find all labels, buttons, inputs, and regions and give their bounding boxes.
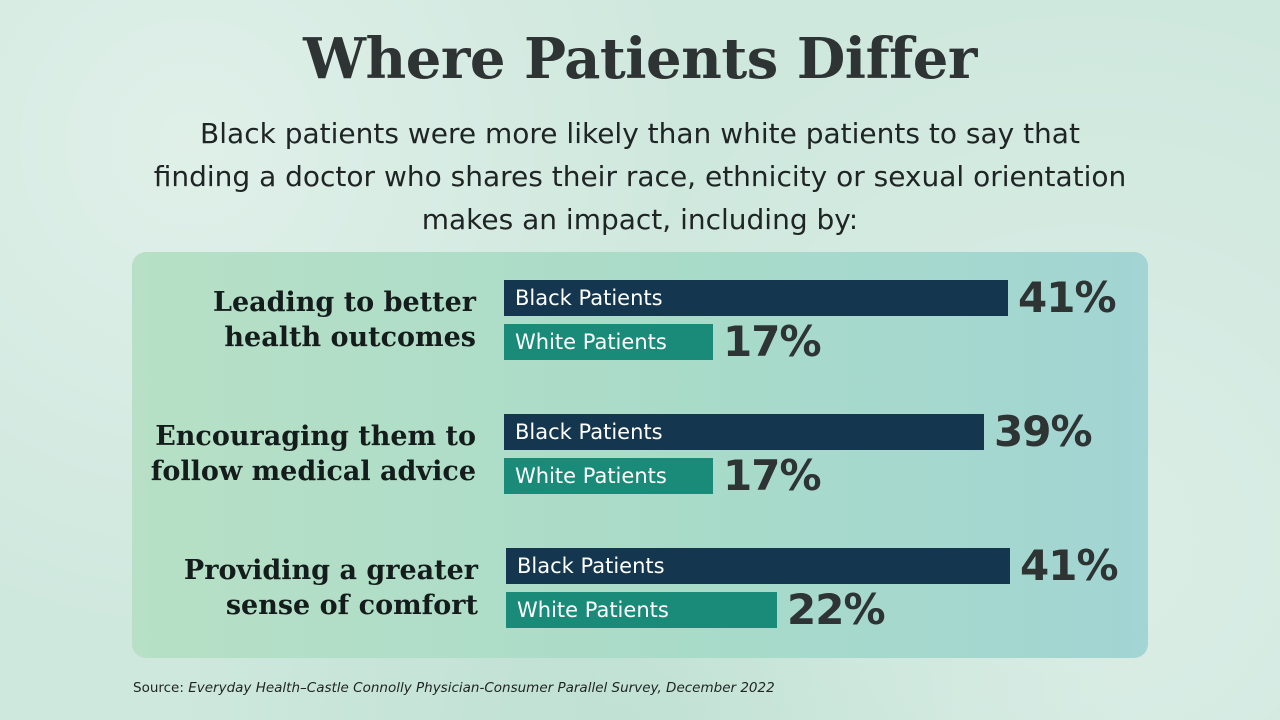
value-label: 22% <box>787 585 886 634</box>
source-prefix: Source: <box>133 680 189 696</box>
series-name-label: White Patients <box>515 330 667 354</box>
black-patients-bar: Black Patients <box>506 548 1010 584</box>
subtitle-line: Black patients were more likely than whi… <box>200 117 1080 150</box>
category-label-line: Providing a greater <box>183 555 478 586</box>
chart-panel <box>132 252 1148 658</box>
series-name-label: Black Patients <box>515 420 663 444</box>
value-label: 17% <box>723 451 822 500</box>
subtitle-line: makes an impact, including by: <box>421 203 859 236</box>
series-name-label: Black Patients <box>517 554 665 578</box>
black-patients-bar: Black Patients <box>504 414 984 450</box>
series-name-label: Black Patients <box>515 286 663 310</box>
value-label: 41% <box>1020 541 1119 590</box>
white-patients-bar: White Patients <box>504 324 713 360</box>
series-name-label: White Patients <box>517 598 669 622</box>
category-label-line: Encouraging them to <box>155 421 476 452</box>
series-name-label: White Patients <box>515 464 667 488</box>
category-label-line: health outcomes <box>224 322 476 353</box>
subtitle-line: finding a doctor who shares their race, … <box>153 160 1127 193</box>
category-label: Encouraging them to follow medical advice <box>136 419 476 489</box>
subtitle: Black patients were more likely than whi… <box>100 112 1180 241</box>
source-text: Everyday Health–Castle Connolly Physicia… <box>188 680 775 696</box>
category-label-line: sense of comfort <box>225 590 478 621</box>
source-note: Source: Everyday Health–Castle Connolly … <box>133 680 775 696</box>
category-label: Providing a greater sense of comfort <box>138 553 478 623</box>
value-label: 41% <box>1018 273 1117 322</box>
black-patients-bar: Black Patients <box>504 280 1008 316</box>
value-label: 39% <box>994 407 1093 456</box>
category-label: Leading to better health outcomes <box>136 285 476 355</box>
value-label: 17% <box>723 317 822 366</box>
category-label-line: follow medical advice <box>150 456 476 487</box>
page-title: Where Patients Differ <box>303 26 977 92</box>
white-patients-bar: White Patients <box>504 458 713 494</box>
category-label-line: Leading to better <box>213 287 476 318</box>
white-patients-bar: White Patients <box>506 592 777 628</box>
